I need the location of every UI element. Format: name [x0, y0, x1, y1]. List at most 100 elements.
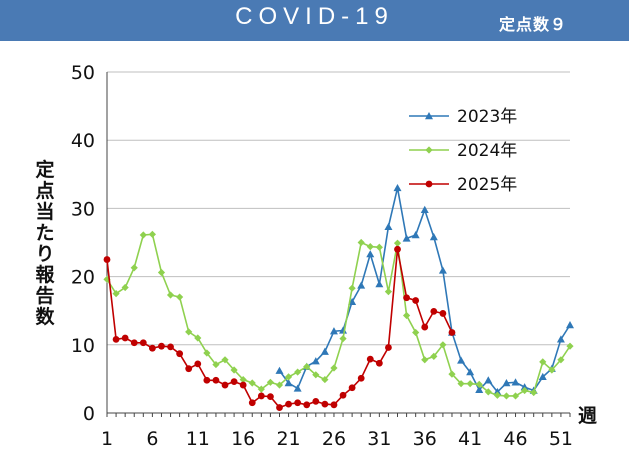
- data-point: [176, 350, 184, 358]
- data-point: [457, 356, 466, 364]
- data-point: [420, 205, 429, 213]
- legend-item: 2024年: [409, 141, 517, 161]
- data-point: [321, 400, 329, 408]
- data-point: [239, 375, 247, 384]
- data-point: [430, 352, 438, 360]
- chart-subtitle: 定点数９: [498, 15, 567, 34]
- data-point: [425, 180, 433, 188]
- data-point: [538, 372, 547, 381]
- data-point: [257, 392, 265, 400]
- data-point: [339, 391, 347, 399]
- grid: [107, 71, 570, 346]
- data-point: [484, 376, 493, 384]
- data-point: [275, 366, 284, 374]
- data-point: [566, 321, 574, 329]
- data-point: [502, 392, 511, 400]
- data-point: [257, 385, 265, 393]
- x-tick-label: 1: [101, 428, 113, 450]
- data-point: [412, 297, 420, 304]
- data-point: [194, 334, 202, 342]
- data-point: [139, 231, 147, 239]
- data-point: [103, 256, 111, 263]
- data-point: [402, 311, 411, 320]
- data-point: [375, 243, 383, 251]
- data-point: [157, 268, 166, 277]
- data-point: [167, 343, 174, 351]
- legend-item: 2025年: [409, 175, 517, 195]
- y-tick-label: 50: [71, 62, 95, 84]
- data-point: [366, 242, 374, 251]
- x-tick-label: 26: [322, 428, 346, 450]
- data-point: [411, 230, 420, 239]
- data-point: [194, 360, 202, 368]
- x-tick-label: 11: [186, 428, 210, 450]
- data-point: [203, 349, 211, 357]
- data-point: [511, 378, 520, 386]
- x-tick-label: 51: [549, 428, 573, 450]
- data-point: [239, 381, 247, 389]
- x-tick-label: 21: [276, 428, 300, 450]
- data-point: [366, 250, 375, 258]
- data-point: [375, 359, 383, 367]
- x-tick-label: 16: [231, 428, 255, 450]
- series-2024年: [103, 230, 574, 400]
- data-point: [421, 323, 429, 331]
- data-point: [330, 364, 338, 372]
- data-point: [384, 222, 393, 231]
- data-point: [285, 400, 292, 408]
- data-point: [438, 266, 447, 274]
- data-point: [284, 373, 293, 381]
- data-point: [557, 356, 565, 364]
- data-point: [139, 339, 147, 347]
- y-tick-label: 0: [83, 403, 95, 425]
- data-point: [130, 339, 138, 347]
- x-axis-label: 週: [578, 405, 597, 427]
- series: [103, 183, 574, 411]
- data-point: [293, 384, 302, 392]
- data-point: [185, 365, 193, 373]
- data-point: [221, 381, 229, 389]
- data-point: [294, 368, 302, 376]
- legend-label: 2024年: [457, 141, 517, 161]
- data-point: [221, 356, 229, 364]
- data-point: [385, 344, 392, 351]
- data-point: [357, 374, 365, 382]
- data-point: [320, 347, 329, 355]
- data-point: [357, 281, 366, 289]
- data-point: [230, 378, 238, 386]
- data-point: [439, 310, 447, 317]
- y-tick-label: 20: [71, 267, 95, 289]
- y-tick-label: 40: [71, 130, 95, 152]
- data-point: [339, 335, 347, 343]
- data-point: [166, 291, 175, 299]
- x-tick-label: 46: [503, 428, 527, 450]
- legend: 2023年 2024年 2025年: [409, 107, 517, 195]
- data-point: [548, 366, 556, 374]
- data-point: [421, 356, 429, 364]
- y-axis-label: 定点当たり報告数: [35, 159, 55, 328]
- data-point: [394, 245, 401, 253]
- data-point: [303, 401, 311, 409]
- data-point: [511, 392, 520, 400]
- data-point: [275, 381, 284, 389]
- data-point: [520, 383, 529, 391]
- data-point: [475, 385, 484, 394]
- data-point: [393, 183, 402, 192]
- data-point: [312, 398, 320, 405]
- data-point: [230, 366, 238, 374]
- data-point: [403, 294, 410, 302]
- data-point: [466, 380, 474, 388]
- data-point: [311, 357, 320, 365]
- data-point: [248, 399, 256, 407]
- data-point: [185, 328, 193, 336]
- data-point: [448, 370, 456, 378]
- series-line: [106, 233, 571, 397]
- data-point: [521, 386, 529, 395]
- data-point: [303, 363, 311, 371]
- chart-title: COVID-19: [235, 3, 394, 30]
- legend-label: 2025年: [457, 175, 517, 195]
- data-point: [267, 393, 274, 401]
- x-tick-label: 41: [458, 428, 482, 450]
